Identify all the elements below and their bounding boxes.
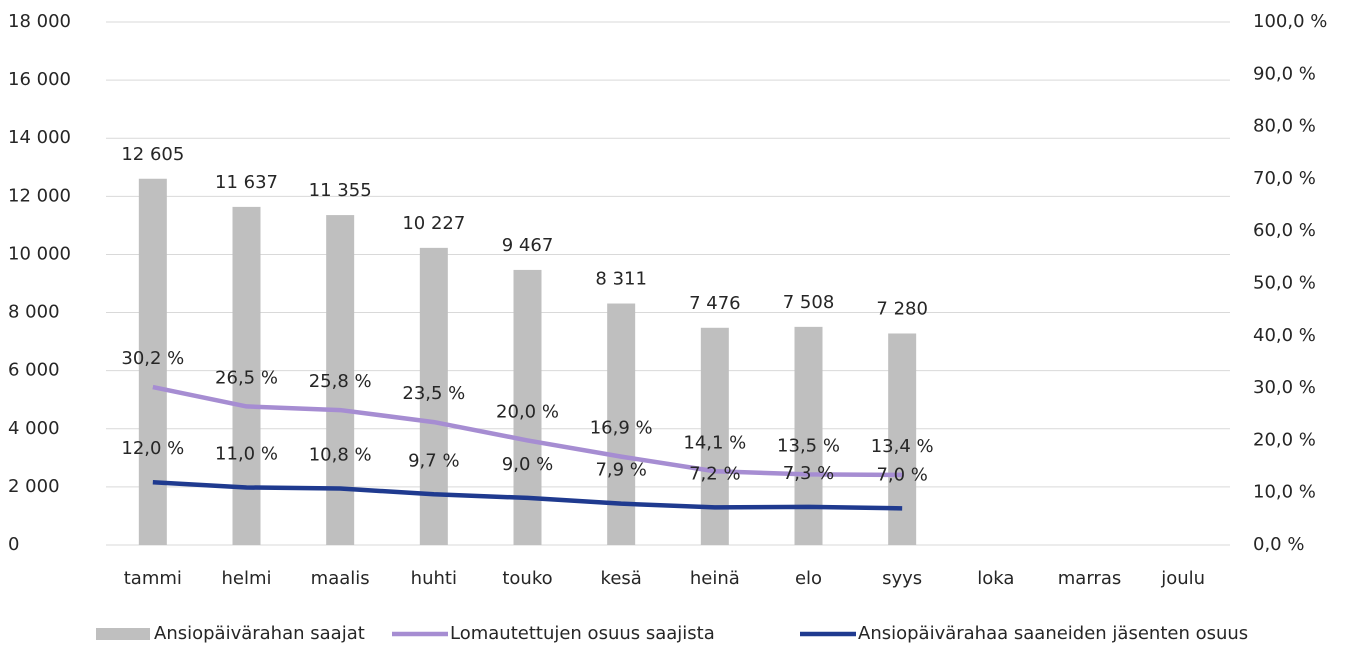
value-label: 26,5 % <box>215 367 278 388</box>
value-label: 9,0 % <box>502 454 553 475</box>
value-label: 7,2 % <box>689 463 740 484</box>
y2-tick-label: 90,0 % <box>1253 63 1316 84</box>
y-tick-label: 16 000 <box>8 69 71 90</box>
x-tick-label: tammi <box>124 568 182 589</box>
value-label: 13,4 % <box>871 436 934 457</box>
y2-tick-label: 0,0 % <box>1253 534 1304 555</box>
value-label: 7 476 <box>689 293 741 314</box>
value-label: 16,9 % <box>590 418 653 439</box>
value-label: 25,8 % <box>309 371 372 392</box>
y-tick-label: 12 000 <box>8 185 71 206</box>
y2-tick-label: 40,0 % <box>1253 325 1316 346</box>
x-tick-label: joulu <box>1160 568 1205 589</box>
y2-tick-label: 50,0 % <box>1253 273 1316 294</box>
x-tick-label: marras <box>1058 568 1121 589</box>
y2-tick-label: 30,0 % <box>1253 377 1316 398</box>
y-tick-label: 2 000 <box>8 476 60 497</box>
x-tick-label: touko <box>502 568 552 589</box>
legend-label: Ansiopäivärahan saajat <box>154 623 365 644</box>
y-tick-label: 0 <box>8 534 19 555</box>
value-label: 14,1 % <box>683 432 746 453</box>
y-tick-label: 10 000 <box>8 243 71 264</box>
x-tick-label: kesä <box>601 568 642 589</box>
value-label: 8 311 <box>595 269 647 290</box>
value-label: 11 637 <box>215 172 278 193</box>
value-label: 11,0 % <box>215 443 278 464</box>
y2-tick-label: 70,0 % <box>1253 168 1316 189</box>
value-label: 12,0 % <box>121 438 184 459</box>
y-tick-label: 8 000 <box>8 302 60 323</box>
value-label: 12 605 <box>121 144 184 165</box>
value-label: 7 280 <box>876 298 928 319</box>
value-label: 20,0 % <box>496 401 559 422</box>
value-label: 9,7 % <box>408 450 459 471</box>
line <box>152 384 903 478</box>
value-label: 10,8 % <box>309 445 372 466</box>
x-tick-label: helmi <box>221 568 271 589</box>
legend-swatch <box>96 628 150 640</box>
x-tick-label: heinä <box>690 568 740 589</box>
y-tick-label: 14 000 <box>8 127 71 148</box>
value-label: 23,5 % <box>402 383 465 404</box>
x-tick-label: loka <box>977 568 1014 589</box>
value-label: 10 227 <box>402 213 465 234</box>
y-tick-label: 4 000 <box>8 418 60 439</box>
x-tick-label: huhti <box>411 568 457 589</box>
value-label: 11 355 <box>309 180 372 201</box>
y2-tick-label: 60,0 % <box>1253 220 1316 241</box>
value-label: 7,9 % <box>595 460 646 481</box>
y2-tick-label: 100,0 % <box>1253 11 1327 32</box>
y2-tick-label: 10,0 % <box>1253 482 1316 503</box>
value-label: 13,5 % <box>777 435 840 456</box>
legend-label: Lomautettujen osuus saajista <box>450 623 715 644</box>
y2-tick-label: 80,0 % <box>1253 116 1316 137</box>
value-label: 7 508 <box>783 292 835 313</box>
legend-label: Ansiopäivärahaa saaneiden jäsenten osuus <box>858 623 1248 644</box>
x-tick-label: syys <box>882 568 922 589</box>
y2-tick-label: 20,0 % <box>1253 429 1316 450</box>
line <box>152 479 903 511</box>
value-label: 30,2 % <box>121 348 184 369</box>
value-label: 9 467 <box>502 235 554 256</box>
value-label: 7,3 % <box>783 463 834 484</box>
y-tick-label: 18 000 <box>8 11 71 32</box>
x-tick-label: maalis <box>311 568 370 589</box>
value-label: 7,0 % <box>876 464 927 485</box>
y-tick-label: 6 000 <box>8 360 60 381</box>
x-tick-label: elo <box>795 568 822 589</box>
